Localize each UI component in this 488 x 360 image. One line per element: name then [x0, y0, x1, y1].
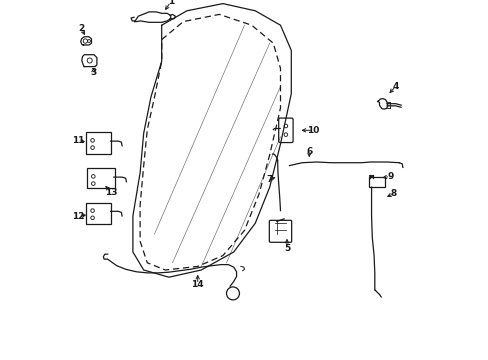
Text: 4: 4	[392, 82, 398, 91]
Text: 6: 6	[305, 147, 312, 156]
Bar	[368, 177, 384, 187]
Text: 3: 3	[90, 68, 96, 77]
Text: 12: 12	[72, 212, 84, 221]
Text: 1: 1	[167, 0, 173, 6]
Text: 10: 10	[306, 126, 319, 135]
Text: 9: 9	[386, 172, 393, 181]
Text: 7: 7	[266, 175, 272, 184]
Text: 8: 8	[390, 189, 396, 198]
Text: 14: 14	[191, 280, 203, 289]
Text: 11: 11	[72, 136, 84, 145]
Text: 2: 2	[79, 24, 85, 33]
Text: 5: 5	[283, 244, 289, 253]
Text: 13: 13	[105, 188, 117, 197]
